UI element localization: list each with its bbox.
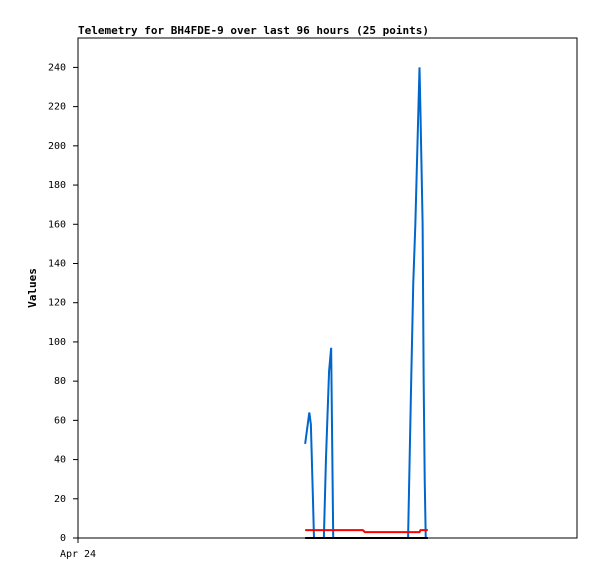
y-tick-label: 0	[60, 533, 66, 544]
y-tick-label: 160	[48, 219, 66, 230]
y-tick-label: 140	[48, 258, 66, 269]
y-tick-label: 240	[48, 62, 66, 73]
y-tick-label: 80	[54, 376, 66, 387]
y-tick-label: 200	[48, 141, 66, 152]
y-tick-label: 60	[54, 415, 66, 426]
series-line	[305, 529, 428, 534]
x-tick-label: Apr 24	[60, 549, 96, 560]
y-tick-label: 40	[54, 455, 66, 466]
y-axis-label: Values	[26, 268, 39, 308]
y-tick-label: 220	[48, 102, 66, 113]
y-tick-label: 120	[48, 298, 66, 309]
y-tick-label: 20	[54, 494, 66, 505]
y-tick-label: 100	[48, 337, 66, 348]
chart-title: Telemetry for BH4FDE-9 over last 96 hour…	[78, 24, 429, 37]
y-tick-label: 180	[48, 180, 66, 191]
